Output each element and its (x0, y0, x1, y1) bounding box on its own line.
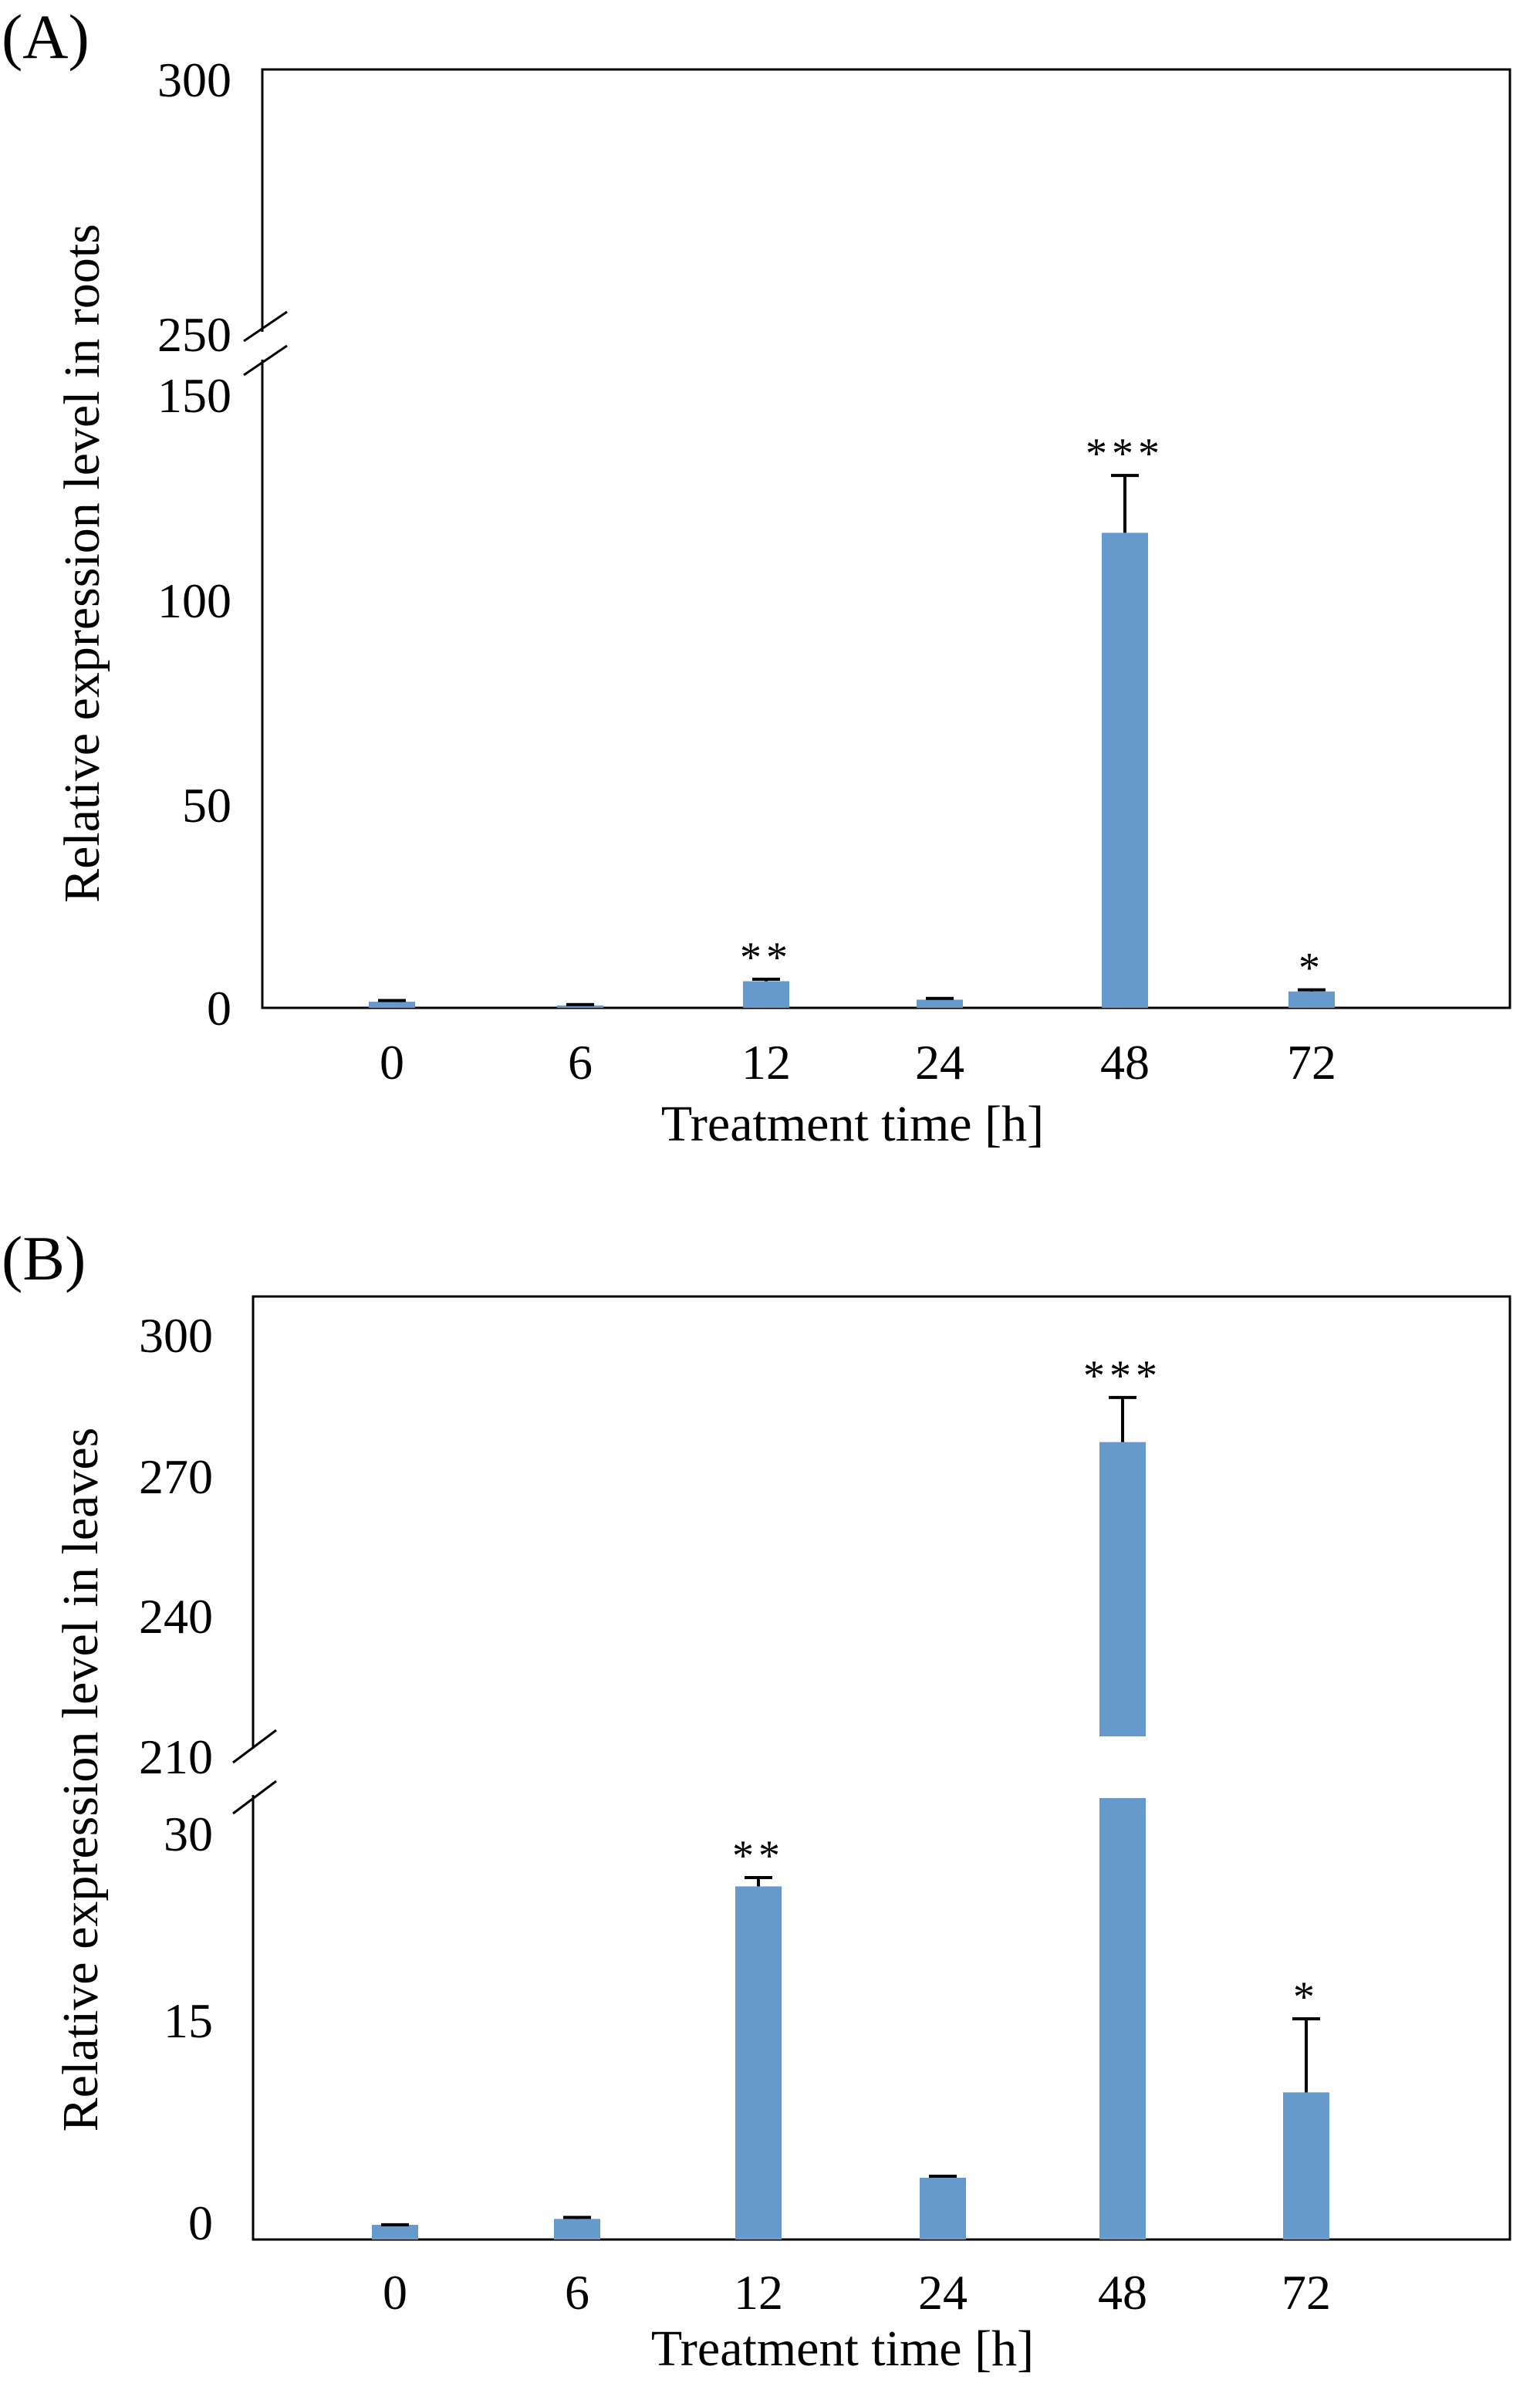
x-tick-label: 24 (915, 1035, 964, 1090)
y-tick-label: 270 (139, 1449, 213, 1504)
bar (917, 999, 963, 1008)
bar (369, 1002, 415, 1008)
panel-a-axis-break-mark-lower (243, 344, 288, 377)
bar (743, 981, 789, 1008)
x-tick-label: 12 (734, 2265, 783, 2320)
significance-label: *** (1083, 1352, 1162, 1400)
panel-b-label: (B) (2, 1223, 86, 1293)
panel-b-axis-break-gap (247, 1749, 262, 1795)
panel-a-x-ticks: 0 6 12 24 48 72 (380, 1035, 1336, 1090)
significance-label: ** (740, 934, 792, 982)
y-tick-label: 0 (188, 2196, 213, 2250)
panel-b-y-axis-label: Relative expression level in leaves (52, 1428, 109, 2132)
bar (1288, 991, 1335, 1008)
bar (372, 2224, 418, 2240)
bar-group: ** (740, 934, 792, 1008)
y-tick-label: 50 (182, 778, 231, 833)
y-tick-label: 240 (139, 1589, 213, 1644)
significance-label: * (1299, 945, 1325, 992)
panel-a: (A) 0 50 100 150 250 300 ****** 0 6 12 24 48… (2, 2, 1511, 1152)
bar-group (917, 996, 963, 1008)
x-tick-label: 6 (568, 1035, 593, 1090)
y-tick-label: 300 (139, 1308, 213, 1363)
y-tick-label: 15 (164, 1993, 213, 2048)
panel-a-bars: ****** (369, 430, 1335, 1008)
bar-group: *** (1083, 1352, 1162, 2240)
x-tick-label: 48 (1098, 2265, 1147, 2320)
y-tick-label: 0 (207, 981, 231, 1036)
panel-b-axis-break-mark-upper (232, 1729, 277, 1764)
panel-b: (B) 0 15 30 210 240 270 300 ****** 0 6 12 2… (2, 1223, 1511, 2377)
x-tick-label: 72 (1282, 2265, 1331, 2320)
panel-a-plot-frame (261, 68, 1511, 1009)
panel-a-axis-break-gap (256, 332, 272, 360)
bar (735, 1886, 782, 2240)
y-tick-label: 300 (157, 52, 231, 107)
bar (557, 1005, 603, 1008)
bar (1099, 1798, 1146, 2240)
bar (1283, 2092, 1329, 2240)
bar-group: * (1288, 945, 1335, 1008)
bar (920, 2177, 966, 2240)
x-tick-label: 0 (380, 1035, 404, 1090)
x-tick-label: 0 (383, 2265, 407, 2320)
panel-a-label: (A) (2, 2, 89, 72)
y-tick-label: 100 (157, 573, 231, 628)
y-tick-label: 250 (157, 307, 231, 362)
panel-a-y-axis-label: Relative expression level in roots (54, 224, 110, 903)
bar (1102, 532, 1148, 1008)
bar (554, 2219, 600, 2240)
panel-a-axis-break-mark-upper (243, 310, 288, 343)
significance-label: * (1293, 1973, 1319, 2021)
bar-group (557, 1002, 603, 1008)
bar-group (554, 2216, 600, 2240)
bar-group: ** (732, 1832, 785, 2240)
bar-group (369, 999, 415, 1008)
y-tick-label: 150 (157, 368, 231, 423)
panel-a-y-ticks: 0 50 100 150 250 300 (157, 52, 231, 1036)
bar-group: * (1283, 1973, 1329, 2240)
bar-group: *** (1086, 430, 1164, 1008)
panel-b-y-ticks: 0 15 30 210 240 270 300 (139, 1308, 213, 2250)
x-tick-label: 24 (918, 2265, 968, 2320)
panel-b-bars: ****** (372, 1352, 1329, 2240)
panel-a-x-axis-label: Treatment time [h] (661, 1096, 1044, 1152)
x-tick-label: 48 (1100, 1035, 1150, 1090)
significance-label: ** (732, 1832, 785, 1880)
panel-b-axis-break-mark-lower (232, 1780, 277, 1815)
significance-label: *** (1086, 430, 1164, 478)
y-tick-label: 30 (164, 1807, 213, 1861)
y-tick-label: 210 (139, 1729, 213, 1784)
bar-group (920, 2175, 966, 2240)
x-tick-label: 6 (565, 2265, 589, 2320)
bar-group (372, 2223, 418, 2240)
panel-b-x-axis-label: Treatment time [h] (651, 2321, 1034, 2377)
x-tick-label: 12 (741, 1035, 791, 1090)
panel-b-x-ticks: 0 6 12 24 48 72 (383, 2265, 1331, 2320)
bar-upper-segment (1099, 1442, 1146, 1736)
x-tick-label: 72 (1287, 1035, 1336, 1090)
